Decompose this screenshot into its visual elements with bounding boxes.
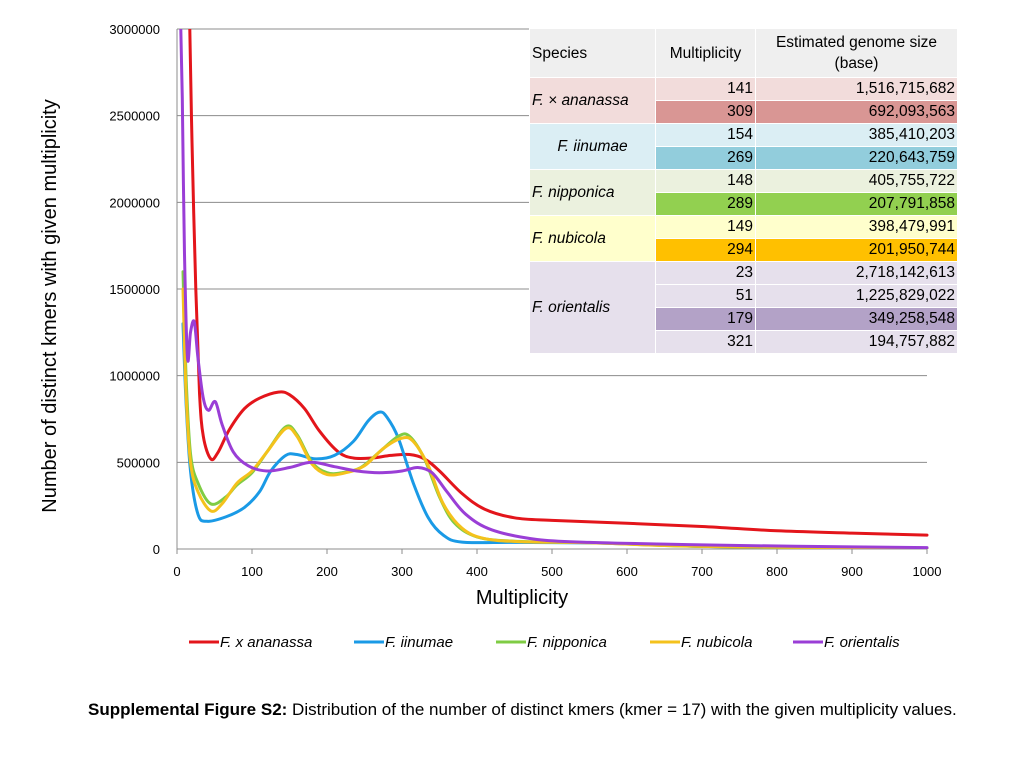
legend-label-nubicola: F. nubicola <box>681 634 752 651</box>
table-row: F. iinumae 154 385,410,203 <box>529 123 958 170</box>
x-tick-label: 500 <box>541 564 563 579</box>
multiplicity-cell: 294 <box>655 238 756 262</box>
species-cell: F. nipponica <box>529 169 656 216</box>
genome-size-cell: 692,093,563 <box>755 100 958 124</box>
genome-size-cell: 207,791,858 <box>755 192 958 216</box>
x-axis-title: Multiplicity <box>476 587 568 609</box>
series-lines <box>179 29 929 549</box>
multiplicity-cell: 148 <box>655 169 756 193</box>
table-row: F. nubicola 149 398,479,991 <box>529 215 958 262</box>
table-row: 269 220,643,759 <box>530 146 958 170</box>
multiplicity-cell: 141 <box>655 77 756 101</box>
legend-label-nipponica: F. nipponica <box>527 634 607 651</box>
y-tick-label: 0 <box>153 542 160 557</box>
multiplicity-cell: 321 <box>655 330 756 354</box>
table-row: 289 207,791,858 <box>530 192 958 216</box>
x-axis-ticks: 0 100 200 300 400 500 600 700 800 900 1000 <box>173 549 941 579</box>
x-tick-label: 700 <box>691 564 713 579</box>
y-tick-label: 1000000 <box>109 369 160 384</box>
table-header-row: Species Multiplicity Estimated genome si… <box>529 28 958 78</box>
genome-size-cell: 1,225,829,022 <box>755 284 958 308</box>
genome-size-cell: 405,755,722 <box>755 169 958 193</box>
y-tick-label: 2000000 <box>109 195 160 210</box>
multiplicity-cell: 154 <box>655 123 756 147</box>
x-tick-label: 300 <box>391 564 413 579</box>
genome-size-cell: 1,516,715,682 <box>755 77 958 101</box>
series-line-iinumae <box>181 322 929 549</box>
multiplicity-cell: 179 <box>655 307 756 331</box>
species-cell: F. nubicola <box>529 215 656 262</box>
table-row: 294 201,950,744 <box>530 238 958 262</box>
table-row: F. nipponica 148 405,755,722 <box>529 169 958 216</box>
table-row: 51 1,225,829,022 <box>530 284 958 308</box>
table-row: 321 194,757,882 <box>530 330 958 354</box>
table-row: F. × ananassa 141 1,516,715,682 <box>529 77 958 124</box>
table-row: 179 349,258,548 <box>530 307 958 331</box>
y-tick-label: 3000000 <box>109 22 160 37</box>
genome-size-cell: 201,950,744 <box>755 238 958 262</box>
legend: F. x ananassa F. iinumae F. nipponica F. nu… <box>189 634 900 651</box>
figure-caption: Supplemental Figure S2: Distribution of … <box>88 699 968 720</box>
x-tick-label: 600 <box>616 564 638 579</box>
x-tick-label: 0 <box>173 564 180 579</box>
y-axis-title: Number of distinct kmers with given mult… <box>39 99 61 512</box>
table-row: F. orientalis 23 2,718,142,613 <box>529 261 958 354</box>
species-cell: F. orientalis <box>529 261 656 354</box>
genome-size-cell: 2,718,142,613 <box>755 261 958 285</box>
multiplicity-cell: 23 <box>655 261 756 285</box>
caption-text: Distribution of the number of distinct k… <box>287 700 957 719</box>
multiplicity-cell: 289 <box>655 192 756 216</box>
genome-size-cell: 194,757,882 <box>755 330 958 354</box>
species-cell: F. × ananassa <box>529 77 656 124</box>
header-multiplicity: Multiplicity <box>655 28 756 78</box>
x-tick-label: 900 <box>841 564 863 579</box>
multiplicity-cell: 309 <box>655 100 756 124</box>
legend-label-orientalis: F. orientalis <box>824 634 900 651</box>
y-tick-label: 500000 <box>117 455 160 470</box>
header-species: Species <box>529 28 656 78</box>
legend-label-ananassa: F. x ananassa <box>220 634 312 651</box>
y-tick-label: 1500000 <box>109 282 160 297</box>
x-tick-label: 800 <box>766 564 788 579</box>
multiplicity-cell: 51 <box>655 284 756 308</box>
legend-label-iinumae: F. iinumae <box>385 634 453 651</box>
multiplicity-cell: 149 <box>655 215 756 239</box>
species-cell: F. iinumae <box>529 123 656 170</box>
genome-size-cell: 349,258,548 <box>755 307 958 331</box>
table-body: F. × ananassa 141 1,516,715,682 309 692,093,… <box>529 77 958 354</box>
x-tick-label: 400 <box>466 564 488 579</box>
table-row: 309 692,093,563 <box>530 100 958 124</box>
x-tick-label: 100 <box>241 564 263 579</box>
series-line-orientalis <box>179 29 929 549</box>
genome-size-cell: 398,479,991 <box>755 215 958 239</box>
kmer-distribution-chart: 0500000100000015000002000000250000030000… <box>39 22 941 651</box>
x-tick-label: 1000 <box>913 564 942 579</box>
genome-size-table: Species Multiplicity Estimated genome si… <box>529 28 958 354</box>
caption-label: Supplemental Figure S2: <box>88 700 288 719</box>
genome-size-cell: 220,643,759 <box>755 146 958 170</box>
y-tick-label: 2500000 <box>109 109 160 124</box>
genome-size-cell: 385,410,203 <box>755 123 958 147</box>
x-tick-label: 200 <box>316 564 338 579</box>
header-genome-size: Estimated genome size (base) <box>755 28 958 78</box>
multiplicity-cell: 269 <box>655 146 756 170</box>
y-axis-ticks: 0 500000 1000000 1500000 2000000 2500000 30000… <box>109 22 160 557</box>
